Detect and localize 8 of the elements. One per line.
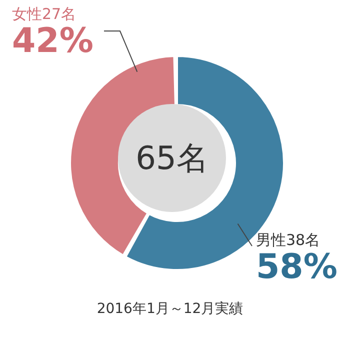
data-label: 38名: [286, 231, 320, 249]
text: 58%: [256, 246, 338, 286]
text: 65名: [134, 138, 210, 178]
text: 42%: [12, 20, 94, 60]
text: 2016年1月～12月実績: [96, 300, 244, 318]
data-label: 27名: [42, 5, 76, 23]
slice-label: 女性: [12, 5, 42, 23]
slice-label: 男性: [256, 231, 286, 249]
